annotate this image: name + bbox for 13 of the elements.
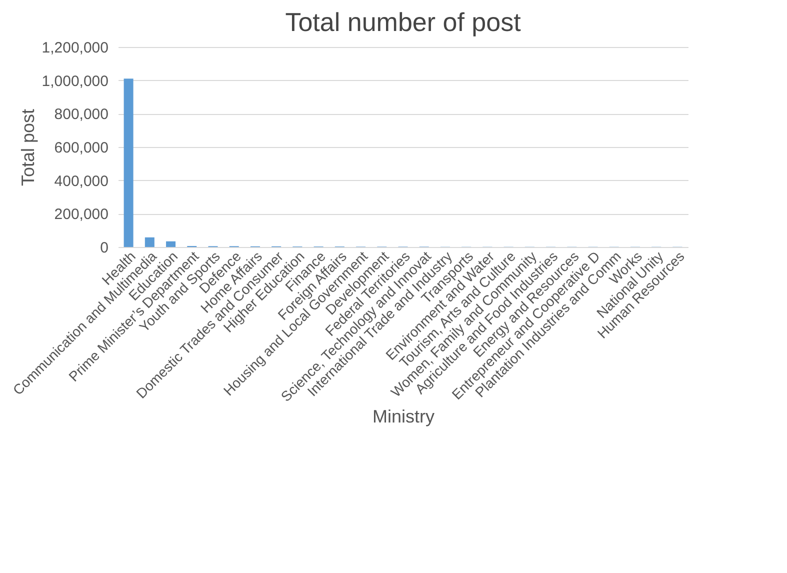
y-tick-label: 600,000 <box>54 140 108 156</box>
y-tick-label: 1,200,000 <box>42 40 108 56</box>
y-tick-label: 200,000 <box>54 206 108 224</box>
bar <box>124 78 134 247</box>
bar <box>166 241 176 247</box>
chart-title: Total number of post <box>285 7 522 37</box>
x-axis-title: Ministry <box>372 406 434 427</box>
bar <box>144 237 154 247</box>
y-axis-title: Total post <box>18 108 38 186</box>
y-tick-label: 800,000 <box>54 106 108 124</box>
y-tick-label: 1,000,000 <box>42 72 108 90</box>
y-tick-label: 400,000 <box>54 172 108 190</box>
y-tick-label: 0 <box>100 240 108 256</box>
